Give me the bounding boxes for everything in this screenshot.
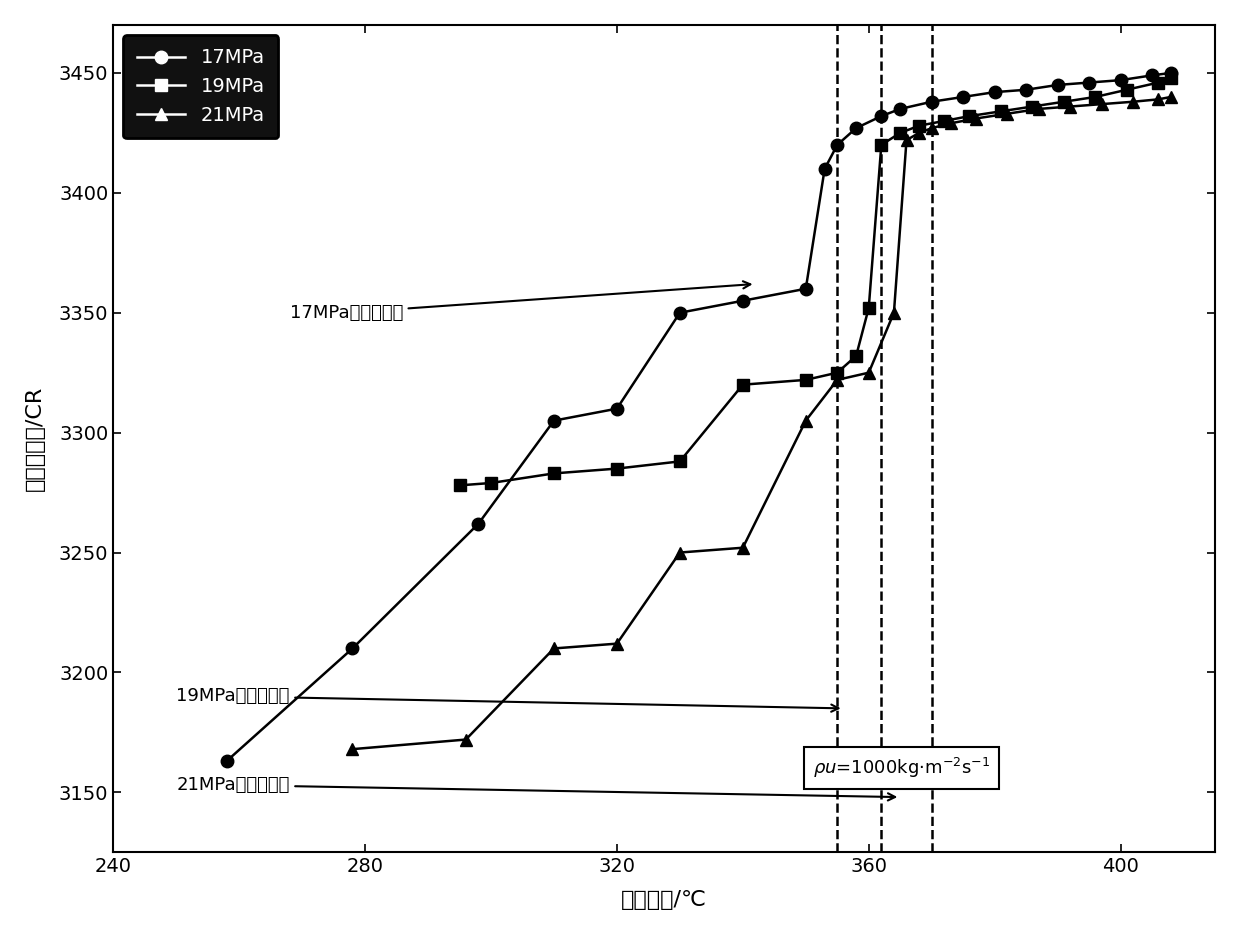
21MPa [547,643,562,654]
21MPa [1094,98,1109,109]
21MPa [968,113,983,124]
Line: 19MPa: 19MPa [454,71,1177,492]
19MPa [453,480,467,491]
21MPa [735,542,750,554]
21MPa [1163,92,1178,103]
19MPa [1087,92,1102,103]
17MPa [1163,67,1178,79]
21MPa [672,547,687,558]
17MPa [848,122,863,134]
19MPa [993,106,1008,117]
17MPa [956,92,971,103]
21MPa [345,743,360,755]
21MPa [944,118,959,129]
19MPa [862,302,877,313]
Text: 21MPa饱和温度线: 21MPa饱和温度线 [176,776,895,800]
21MPa [1126,96,1141,108]
19MPa [1120,84,1135,95]
17MPa [219,755,234,767]
17MPa [610,403,625,414]
19MPa [1163,72,1178,83]
21MPa [799,415,813,426]
21MPa [1151,94,1166,105]
21MPa [924,122,939,134]
17MPa [672,307,687,318]
19MPa [848,351,863,362]
19MPa [893,127,908,138]
21MPa [899,135,914,146]
Line: 21MPa: 21MPa [346,91,1177,755]
19MPa [962,110,977,122]
21MPa [999,108,1014,120]
19MPa [830,367,844,379]
21MPa [830,374,844,385]
17MPa [1081,77,1096,88]
Y-axis label: 射线计数率/CR: 射线计数率/CR [25,386,45,491]
17MPa [345,643,360,654]
19MPa [1025,101,1040,112]
17MPa [1050,79,1065,91]
21MPa [911,127,926,138]
19MPa [672,455,687,467]
17MPa [893,103,908,114]
17MPa [817,164,832,175]
21MPa [887,307,901,318]
Text: $\rho$$u$=1000kg·m$^{-2}$s$^{-1}$: $\rho$$u$=1000kg·m$^{-2}$s$^{-1}$ [813,755,990,780]
19MPa [1056,96,1071,108]
17MPa [1019,84,1034,95]
21MPa [1032,103,1047,114]
19MPa [547,468,562,479]
21MPa [610,638,625,649]
19MPa [610,463,625,474]
17MPa [987,87,1002,98]
21MPa [1063,101,1078,112]
X-axis label: 流体温度/℃: 流体温度/℃ [621,890,707,910]
Legend: 17MPa, 19MPa, 21MPa: 17MPa, 19MPa, 21MPa [123,35,279,138]
17MPa [799,283,813,295]
19MPa [484,478,498,489]
Text: 19MPa饱和温度线: 19MPa饱和温度线 [176,687,838,712]
17MPa [1114,75,1128,86]
17MPa [471,518,486,529]
19MPa [911,120,926,131]
17MPa [924,96,939,108]
21MPa [459,734,474,745]
17MPa [874,110,889,122]
Text: 17MPa饱和温度线: 17MPa饱和温度线 [289,281,750,322]
19MPa [874,139,889,151]
19MPa [799,374,813,385]
19MPa [937,115,952,126]
17MPa [1145,70,1159,81]
19MPa [735,379,750,390]
17MPa [735,295,750,307]
17MPa [830,139,844,151]
21MPa [862,367,877,379]
17MPa [547,415,562,426]
19MPa [1151,77,1166,88]
Line: 17MPa: 17MPa [221,66,1177,768]
